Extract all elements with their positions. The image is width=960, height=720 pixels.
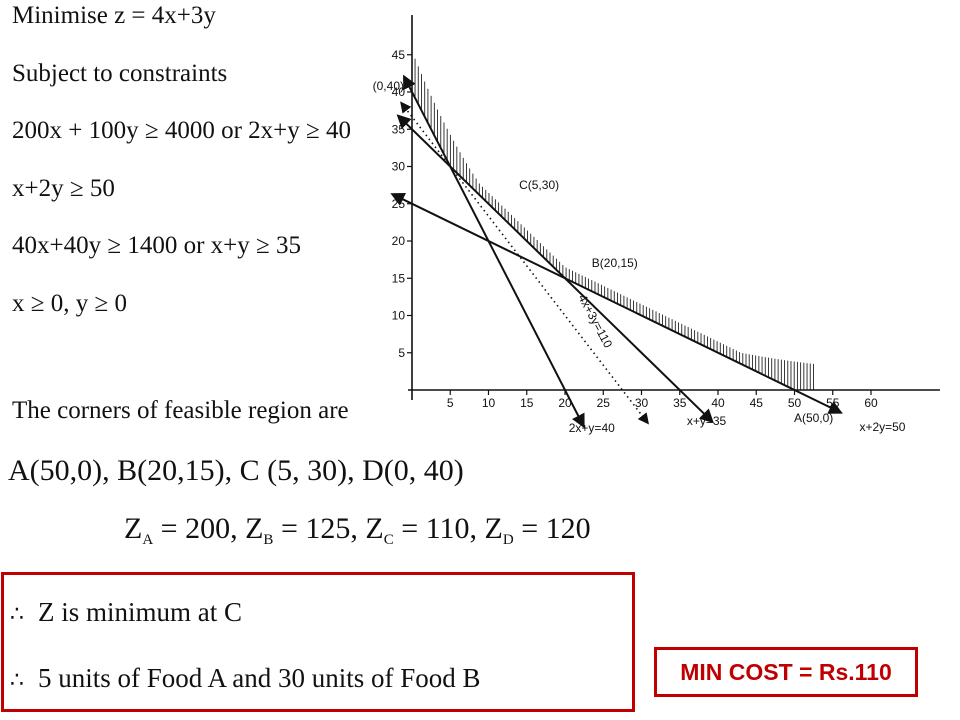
x-tick-label: 60 (864, 396, 878, 410)
constraint-1: 200x + 100y ≥ 4000 or 2x+y ≥ 40 (12, 117, 351, 144)
z-c: ZC = 110, (365, 512, 485, 548)
conclusion-box: ∴ Z is minimum at C ∴ 5 units of Food A an… (1, 572, 635, 712)
y-tick-label: 40 (392, 85, 406, 99)
y-tick-label: 20 (392, 234, 406, 248)
corners-heading: The corners of feasible region are (12, 397, 349, 424)
corners-list: A(50,0), B(20,15), C (5, 30), D(0, 40) (8, 454, 464, 487)
line-label: x+2y=50 (859, 420, 905, 434)
x-tick-label: 40 (711, 396, 725, 410)
x-tick-label: 25 (597, 396, 611, 410)
point-label: C(5,30) (519, 178, 559, 192)
y-tick-label: 30 (392, 160, 406, 174)
x-tick-label: 35 (673, 396, 687, 410)
constraint-2: x+2y ≥ 50 (12, 175, 115, 202)
line-4x-3y-110 (400, 101, 649, 425)
constraint-4: x ≥ 0, y ≥ 0 (12, 290, 127, 317)
objective-text: Minimise z = 4x+3y (12, 2, 216, 29)
subject-text: Subject to constraints (12, 60, 228, 87)
z-b: ZB = 125, (245, 512, 366, 548)
y-tick-label: 15 (392, 271, 406, 285)
x-tick-label: 50 (788, 396, 802, 410)
z-a: ZA = 200, (124, 512, 246, 548)
x-tick-label: 45 (750, 396, 764, 410)
tick-labels: 5 10 15 20 25 30 35 40 45 50 55 60 5 10 15 20 25 30 35 40 45 (392, 48, 878, 410)
z-values-line: ZA = 200, ZB = 125, ZC = 110, ZD = 120 (124, 512, 591, 549)
x-tick-label: 15 (520, 396, 534, 410)
y-tick-label: 45 (392, 48, 406, 62)
min-cost-badge: MIN COST = Rs.110 (654, 647, 918, 697)
line-label: 2x+y=40 (569, 421, 615, 435)
point-label: (0,40) (373, 79, 404, 93)
line-x-y-35 (396, 114, 714, 424)
x-tick-label: 20 (558, 396, 572, 410)
line-x-2y-50 (390, 193, 843, 414)
x-tick-label: 10 (482, 396, 496, 410)
point-and-line-labels: 2x+y=40 x+y=35 x+2y=504x+3y=110(0,40)C(5,3… (373, 79, 906, 435)
y-tick-label: 5 (398, 346, 405, 360)
y-tick-label: 10 (392, 309, 406, 323)
lpp-graph: 5 10 15 20 25 30 35 40 45 50 55 60 5 10 15 20 25 30 35 40 45… (373, 15, 940, 435)
x-tick-label: 30 (635, 396, 649, 410)
y-tick-label: 35 (392, 122, 406, 136)
constraint-3: 40x+40y ≥ 1400 or x+y ≥ 35 (12, 232, 301, 259)
point-label: B(20,15) (592, 256, 638, 270)
x-tick-label: 55 (826, 396, 840, 410)
y-tick-label: 25 (392, 197, 406, 211)
axes (408, 15, 940, 400)
conclusion-line-1: ∴ Z is minimum at C (10, 597, 243, 627)
line-label: x+y=35 (687, 414, 727, 428)
z-d: ZD = 120 (484, 512, 591, 548)
therefore-icon: ∴ (10, 668, 24, 693)
line-2x-y-40 (403, 74, 585, 429)
x-tick-label: 5 (447, 396, 454, 410)
point-label: A(50,0) (794, 411, 833, 425)
constraint-lines (390, 74, 843, 429)
therefore-icon: ∴ (10, 602, 24, 627)
conclusion-line-2: ∴ 5 units of Food A and 30 units of Food … (10, 663, 481, 693)
